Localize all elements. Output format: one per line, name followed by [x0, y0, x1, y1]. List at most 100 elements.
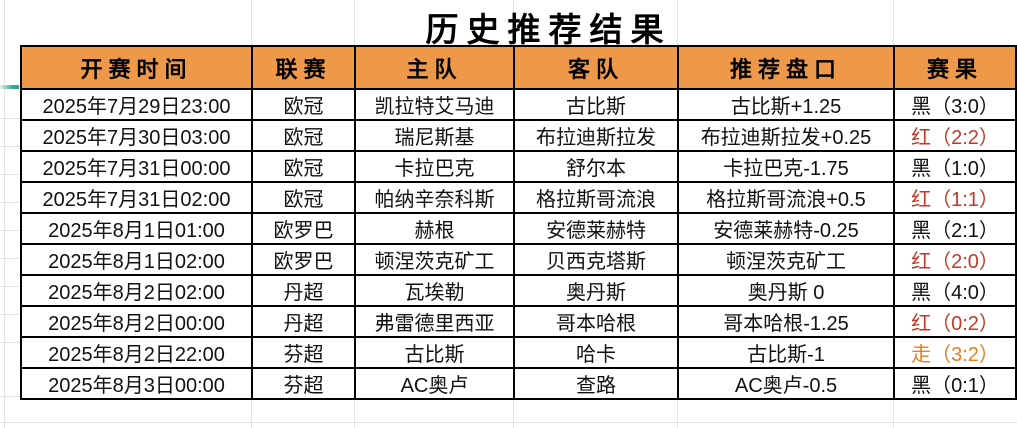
column-header-away-team[interactable]: 客队: [513, 45, 679, 90]
cell-league[interactable]: 欧冠: [251, 88, 356, 121]
gridline: [0, 230, 20, 231]
cell-start-time[interactable]: 2025年8月1日02:00: [20, 243, 253, 276]
cell-league[interactable]: 欧冠: [251, 119, 356, 152]
cell-away-team[interactable]: 查路: [513, 367, 679, 400]
cell-home-team[interactable]: 凯拉特艾马迪: [354, 88, 515, 121]
gridline: [893, 372, 894, 428]
cell-league[interactable]: 丹超: [251, 305, 356, 338]
table-header: 开赛时间 联赛 主队 客队 推荐盘口 赛果: [20, 45, 1017, 90]
cell-recommended-handicap[interactable]: 顿涅茨克矿工: [677, 243, 895, 276]
cell-away-team[interactable]: 古比斯: [513, 88, 679, 121]
cell-home-team[interactable]: 瑞尼斯基: [354, 119, 515, 152]
cell-recommended-handicap[interactable]: AC奥卢-0.5: [677, 367, 895, 400]
column-header-result[interactable]: 赛果: [893, 45, 1017, 90]
table-row: 2025年8月2日00:00 丹超 弗雷德里西亚 哥本哈根 哥本哈根-1.25 红（0:2…: [20, 305, 1017, 338]
cell-home-team[interactable]: 卡拉巴克: [354, 150, 515, 183]
gridline: [513, 0, 514, 45]
cell-home-team[interactable]: AC奥卢: [354, 367, 515, 400]
gridline: [0, 286, 20, 287]
cell-start-time[interactable]: 2025年8月1日01:00: [20, 212, 253, 245]
cell-league[interactable]: 欧罗巴: [251, 243, 356, 276]
cell-result[interactable]: 黑（2:1）: [893, 212, 1017, 245]
column-header-home-team[interactable]: 主队: [354, 45, 515, 90]
cell-home-team[interactable]: 帕纳辛奈科斯: [354, 181, 515, 214]
table-row: 2025年8月3日00:00 芬超 AC奥卢 查路 AC奥卢-0.5 黑（0:1）: [20, 367, 1017, 400]
cell-result[interactable]: 红（0:2）: [893, 305, 1017, 338]
table-row: 2025年8月1日02:00 欧罗巴 顿涅茨克矿工 贝西克塔斯 顿涅茨克矿工 红（2:0）: [20, 243, 1017, 276]
table-row: 2025年7月31日00:00 欧冠 卡拉巴克 舒尔本 卡拉巴克-1.75 黑（1:0）: [20, 150, 1017, 183]
gridline: [893, 0, 894, 45]
cell-result[interactable]: 红（1:1）: [893, 181, 1017, 214]
cell-home-team[interactable]: 顿涅茨克矿工: [354, 243, 515, 276]
cell-recommended-handicap[interactable]: 古比斯-1: [677, 336, 895, 369]
column-header-handicap[interactable]: 推荐盘口: [677, 45, 895, 90]
cell-result[interactable]: 走（3:2）: [893, 336, 1017, 369]
cell-league[interactable]: 芬超: [251, 336, 356, 369]
gridline: [0, 174, 20, 175]
cell-result[interactable]: 红（2:2）: [893, 119, 1017, 152]
gridline: [251, 0, 252, 45]
cell-away-team[interactable]: 贝西克塔斯: [513, 243, 679, 276]
cell-away-team[interactable]: 布拉迪斯拉发: [513, 119, 679, 152]
gridline: [354, 0, 355, 45]
cell-recommended-handicap[interactable]: 奥丹斯 0: [677, 274, 895, 307]
table-body: 2025年7月29日23:00 欧冠 凯拉特艾马迪 古比斯 古比斯+1.25 黑（3:0）…: [20, 88, 1017, 400]
cell-league[interactable]: 欧冠: [251, 181, 356, 214]
column-header-start-time[interactable]: 开赛时间: [20, 45, 253, 90]
cell-start-time[interactable]: 2025年8月3日00:00: [20, 367, 253, 400]
table-row: 2025年7月30日03:00 欧冠 瑞尼斯基 布拉迪斯拉发 布拉迪斯拉发+0.25 红（…: [20, 119, 1017, 152]
cell-league[interactable]: 欧冠: [251, 150, 356, 183]
cell-result[interactable]: 黑（1:0）: [893, 150, 1017, 183]
gridline: [677, 372, 678, 428]
table-row: 2025年8月2日22:00 芬超 古比斯 哈卡 古比斯-1 走（3:2）: [20, 336, 1017, 369]
gridline: [354, 372, 355, 428]
column-header-league[interactable]: 联赛: [251, 45, 356, 90]
cell-start-time[interactable]: 2025年8月2日02:00: [20, 274, 253, 307]
gridline: [0, 202, 20, 203]
header-row: 开赛时间 联赛 主队 客队 推荐盘口 赛果: [20, 45, 1017, 90]
cell-away-team[interactable]: 格拉斯哥流浪: [513, 181, 679, 214]
cell-result[interactable]: 黑（3:0）: [893, 88, 1017, 121]
cell-start-time[interactable]: 2025年8月2日22:00: [20, 336, 253, 369]
cell-away-team[interactable]: 哈卡: [513, 336, 679, 369]
cell-home-team[interactable]: 赫根: [354, 212, 515, 245]
cell-start-time[interactable]: 2025年7月31日02:00: [20, 181, 253, 214]
cell-result[interactable]: 黑（4:0）: [893, 274, 1017, 307]
cell-recommended-handicap[interactable]: 哥本哈根-1.25: [677, 305, 895, 338]
table-row: 2025年8月2日02:00 丹超 瓦埃勒 奥丹斯 奥丹斯 0 黑（4:0）: [20, 274, 1017, 307]
cell-result[interactable]: 红（2:0）: [893, 243, 1017, 276]
cell-home-team[interactable]: 弗雷德里西亚: [354, 305, 515, 338]
cell-away-team[interactable]: 奥丹斯: [513, 274, 679, 307]
cell-result[interactable]: 黑（0:1）: [893, 367, 1017, 400]
table-row: 2025年8月1日01:00 欧罗巴 赫根 安德莱赫特 安德莱赫特-0.25 黑（2:1）: [20, 212, 1017, 245]
cell-recommended-handicap[interactable]: 格拉斯哥流浪+0.5: [677, 181, 895, 214]
cell-away-team[interactable]: 舒尔本: [513, 150, 679, 183]
gridline: [251, 372, 252, 428]
cell-recommended-handicap[interactable]: 卡拉巴克-1.75: [677, 150, 895, 183]
cell-league[interactable]: 丹超: [251, 274, 356, 307]
table-row: 2025年7月31日02:00 欧冠 帕纳辛奈科斯 格拉斯哥流浪 格拉斯哥流浪+0.5 红…: [20, 181, 1017, 214]
active-row-marker: [0, 85, 19, 89]
cell-home-team[interactable]: 古比斯: [354, 336, 515, 369]
cell-away-team[interactable]: 安德莱赫特: [513, 212, 679, 245]
gridline: [0, 314, 20, 315]
gridline: [677, 0, 678, 45]
cell-recommended-handicap[interactable]: 古比斯+1.25: [677, 88, 895, 121]
cell-league[interactable]: 芬超: [251, 367, 356, 400]
cell-home-team[interactable]: 瓦埃勒: [354, 274, 515, 307]
cell-away-team[interactable]: 哥本哈根: [513, 305, 679, 338]
cell-start-time[interactable]: 2025年7月31日00:00: [20, 150, 253, 183]
gridline: [513, 372, 514, 428]
gridline: [4, 0, 5, 428]
cell-league[interactable]: 欧罗巴: [251, 212, 356, 245]
gridline: [0, 422, 1017, 423]
cell-recommended-handicap[interactable]: 布拉迪斯拉发+0.25: [677, 119, 895, 152]
table-row: 2025年7月29日23:00 欧冠 凯拉特艾马迪 古比斯 古比斯+1.25 黑（3:0）: [20, 88, 1017, 121]
gridline: [0, 146, 20, 147]
cell-start-time[interactable]: 2025年8月2日00:00: [20, 305, 253, 338]
page-title: 历史推荐结果: [425, 11, 672, 48]
cell-start-time[interactable]: 2025年7月30日03:00: [20, 119, 253, 152]
cell-recommended-handicap[interactable]: 安德莱赫特-0.25: [677, 212, 895, 245]
cell-start-time[interactable]: 2025年7月29日23:00: [20, 88, 253, 121]
gridline: [0, 258, 20, 259]
